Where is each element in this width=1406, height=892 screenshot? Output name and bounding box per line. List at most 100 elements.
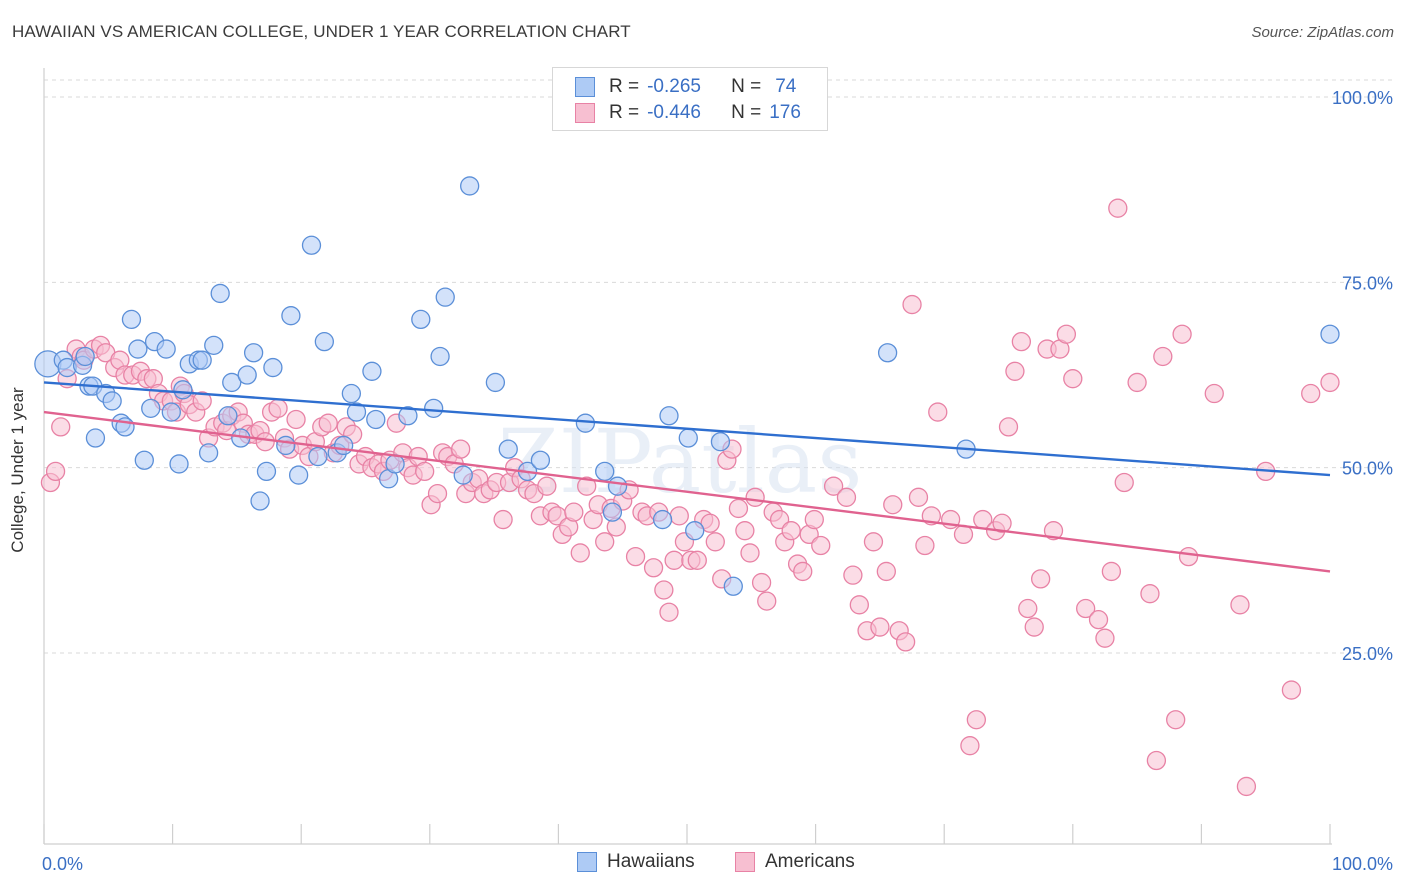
americans-legend-label: Americans <box>765 851 855 872</box>
americans-point <box>876 561 896 582</box>
americans-point <box>960 736 980 756</box>
watermark: ZIPatlas <box>498 410 863 513</box>
hawaiians-point <box>602 502 623 522</box>
americans-point <box>793 561 813 582</box>
trend-lines <box>43 381 1331 573</box>
americans-point <box>570 543 590 563</box>
hawaiians-point <box>169 454 189 474</box>
hawaiians-point <box>435 287 455 307</box>
hawaiians-point <box>877 343 898 363</box>
americans-point <box>687 550 707 570</box>
americans-point <box>537 476 557 496</box>
americans-point <box>1230 595 1250 615</box>
americans-point <box>1101 561 1122 582</box>
legend-r-label: R = <box>609 76 640 97</box>
americans-point <box>728 498 749 519</box>
hawaiians-point <box>398 406 418 426</box>
americans-point <box>1166 710 1186 730</box>
americans-point <box>1018 598 1038 619</box>
hawaiians-point <box>156 339 176 359</box>
hawaiians-point <box>141 398 161 419</box>
americans-point <box>1011 331 1032 352</box>
americans-point <box>268 398 288 419</box>
hawaiians-point <box>366 409 386 430</box>
americans-point <box>255 432 275 452</box>
americans-point <box>415 461 435 482</box>
legend-n-label: N = <box>731 76 762 97</box>
hawaiians-point <box>1320 324 1340 344</box>
americans-point <box>595 532 615 552</box>
americans-point <box>1301 383 1321 404</box>
hawaiians-point <box>678 428 698 448</box>
hawaiians-point <box>250 491 270 511</box>
legend-n-value: 176 <box>769 102 801 123</box>
hawaiians-point <box>723 576 743 596</box>
americans-point <box>992 513 1012 533</box>
americans-point <box>998 417 1019 437</box>
americans-point <box>625 546 646 567</box>
americans-point <box>1320 372 1340 393</box>
americans-point <box>1108 198 1128 218</box>
americans-point <box>1031 569 1051 589</box>
americans-point <box>192 391 212 411</box>
chart-title: HAWAIIAN VS AMERICAN COLLEGE, UNDER 1 YE… <box>12 22 631 41</box>
americans-point <box>928 402 948 422</box>
americans-point <box>757 591 777 611</box>
hawaiians-point <box>134 450 154 470</box>
hawaiians-point <box>301 235 322 255</box>
legend-row-americans: R = -0.446 N = 176 <box>575 100 801 126</box>
hawaiians-point <box>411 309 431 330</box>
americans-point <box>451 439 471 459</box>
hawaiians-point <box>430 346 450 367</box>
americans-point <box>564 502 584 522</box>
americans-point <box>1024 617 1044 637</box>
hawaiians-point <box>222 372 242 393</box>
hawaiians-point <box>575 413 596 433</box>
hawaiians-points <box>34 176 1340 596</box>
americans-point <box>781 521 801 541</box>
stats-legend: R = -0.265 N = 74 R = -0.446 N = 176 <box>552 67 828 131</box>
americans-point <box>659 602 679 622</box>
hawaiians-point <box>308 446 328 467</box>
americans-point <box>1063 369 1083 389</box>
americans-point <box>902 294 922 315</box>
legend-r-value: -0.446 <box>647 102 701 123</box>
americans-point <box>870 617 890 637</box>
y-tick-label: 75.0% <box>1342 273 1393 293</box>
y-axis-label: College, Under 1 year <box>8 387 27 553</box>
americans-point <box>664 550 684 570</box>
hawaiians-point <box>424 398 444 419</box>
hawaiians-legend-label: Hawaiians <box>607 851 695 872</box>
americans-point <box>745 487 765 507</box>
hawaiians-point <box>485 372 506 393</box>
americans-legend-swatch <box>735 852 755 872</box>
hawaiians-point <box>453 465 473 485</box>
americans-point <box>1172 324 1192 344</box>
americans-point <box>966 710 986 730</box>
hawaiians-point <box>237 365 257 385</box>
americans-point <box>915 535 935 556</box>
legend-r-label: R = <box>609 102 640 123</box>
hawaiians-point <box>161 402 181 422</box>
americans-point <box>811 535 831 556</box>
hawaiians-point <box>121 309 142 330</box>
hawaiians-point <box>362 361 382 381</box>
americans-point <box>705 532 725 552</box>
americans-point <box>45 461 66 482</box>
americans-point <box>1146 750 1167 771</box>
hawaiians-point <box>204 335 224 355</box>
americans-point <box>751 572 772 593</box>
americans-point <box>1088 609 1109 630</box>
hawaiians-point <box>607 476 628 496</box>
americans-point <box>769 509 790 530</box>
legend-item-hawaiians[interactable]: Hawaiians <box>577 851 695 873</box>
hawaiians-point <box>595 461 615 482</box>
legend-item-americans[interactable]: Americans <box>735 851 855 873</box>
hawaiians-point <box>256 461 277 482</box>
americans-point <box>318 413 338 433</box>
hawaiians-point <box>281 306 301 326</box>
hawaiians-legend-swatch <box>577 852 597 872</box>
hawaiians-point <box>218 406 238 426</box>
legend-row-hawaiians: R = -0.265 N = 74 <box>575 74 796 100</box>
hawaiians-point <box>498 439 518 459</box>
